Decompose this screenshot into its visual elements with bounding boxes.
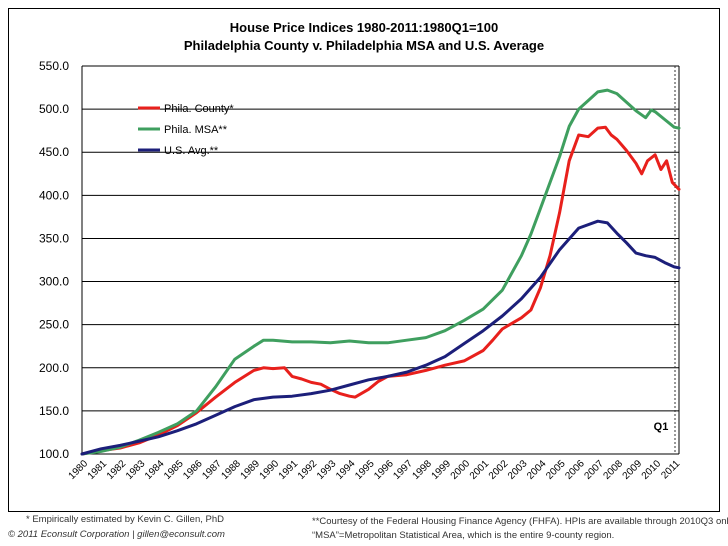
x-tick-label: 1985 [162,458,186,482]
y-tick-label: 250.0 [39,318,69,332]
x-tick-label: 2008 [602,458,626,482]
x-tick-label: 2005 [544,458,568,482]
x-tick-label: 1994 [334,458,358,482]
q1-annotation: Q1 [654,421,669,433]
x-tick-label: 2004 [525,458,549,482]
y-tick-label: 350.0 [39,231,69,245]
x-tick-label: 2007 [582,458,606,482]
x-tick-label: 1984 [143,458,167,482]
y-tick-label: 100.0 [39,447,69,461]
x-tick-label: 2006 [563,458,587,482]
footnote-msa-definition: “MSA”=Metropolitan Statistical Area, whi… [312,530,615,541]
footnote-copyright: © 2011 Econsult Corporation | gillen@eco… [8,529,225,540]
x-tick-label: 1983 [124,458,148,482]
footnote-fhfa: **Courtesy of the Federal Housing Financ… [312,516,728,527]
x-tick-label: 2002 [487,458,511,482]
x-tick-label: 1991 [277,458,301,482]
x-tick-label: 2000 [449,458,473,482]
x-tick-label: 1996 [372,458,396,482]
x-tick-label: 1988 [219,458,243,482]
outer-border [8,8,720,512]
x-tick-label: 1999 [430,458,454,482]
y-tick-label: 300.0 [39,275,69,289]
x-tick-label: 1997 [391,458,415,482]
series-line-2 [80,219,681,456]
chart-title: House Price Indices 1980-2011:1980Q1=100 [229,20,499,35]
x-tick-label: 1995 [353,458,377,482]
x-tick-label: 1987 [200,458,224,482]
y-tick-label: 400.0 [39,188,69,202]
series-line-1 [80,88,681,456]
x-tick-label: 1982 [105,458,129,482]
x-tick-label: 1981 [86,458,110,482]
x-tick-label: 1992 [296,458,320,482]
x-tick-label: 2003 [506,458,530,482]
x-tick-label: 1998 [410,458,434,482]
series-line-0 [80,125,681,456]
x-tick-label: 2010 [640,458,664,482]
x-tick-label: 1989 [239,458,263,482]
y-tick-label: 500.0 [39,102,69,116]
y-tick-label: 450.0 [39,145,69,159]
y-tick-label: 150.0 [39,404,69,418]
legend-label-0: Phila. County* [164,103,234,115]
y-tick-label: 200.0 [39,361,69,375]
x-tick-label: 2001 [468,458,492,482]
y-tick-label: 550.0 [39,59,69,73]
legend-label-2: U.S. Avg.** [164,145,219,157]
footnote-estimation: * Empirically estimated by Kevin C. Gill… [26,514,224,525]
chart-subtitle: Philadelphia County v. Philadelphia MSA … [183,38,545,53]
x-tick-label: 1980 [67,458,91,482]
x-tick-label: 1993 [315,458,339,482]
x-tick-label: 1986 [181,458,205,482]
x-tick-label: 2009 [621,458,645,482]
legend-label-1: Phila. MSA** [164,124,228,136]
x-tick-label: 2011 [659,458,682,481]
x-tick-label: 1990 [258,458,282,482]
